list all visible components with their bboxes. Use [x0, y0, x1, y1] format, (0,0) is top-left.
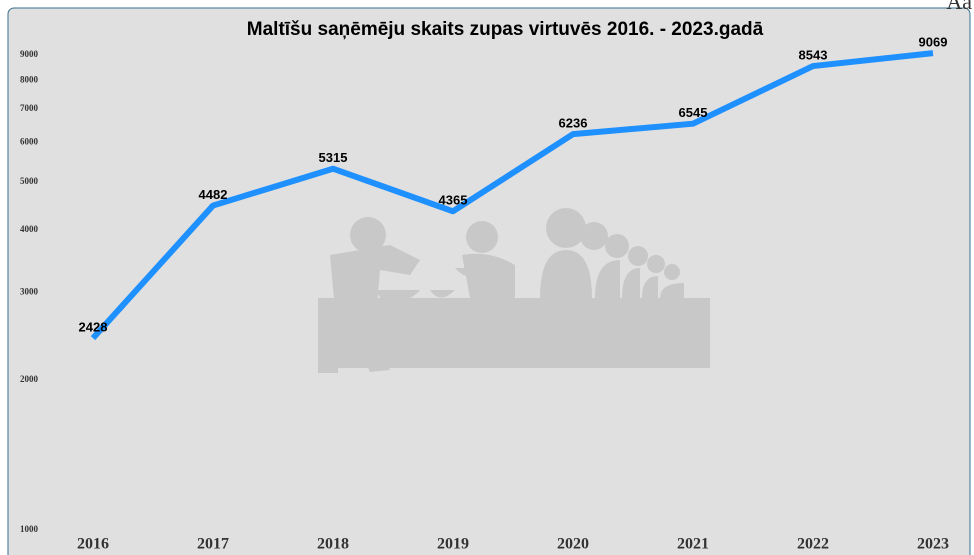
- data-label: 2428: [79, 320, 108, 335]
- chart: Aa Maltīšu saņēmēju skaits zupas virtuvē…: [0, 0, 974, 555]
- data-label: 8543: [799, 47, 828, 62]
- y-tick-label: 1000: [20, 524, 39, 534]
- data-label: 4482: [199, 187, 228, 202]
- x-tick-label: 2020: [557, 536, 589, 553]
- data-label: 6545: [679, 105, 708, 120]
- y-tick-label: 6000: [20, 137, 39, 147]
- y-tick-label: 3000: [20, 286, 39, 296]
- x-tick-label: 2021: [677, 536, 709, 553]
- y-tick-label: 9000: [20, 49, 39, 59]
- chart-title: Maltīšu saņēmēju skaits zupas virtuvēs 2…: [247, 19, 764, 40]
- data-label: 9069: [919, 35, 948, 50]
- y-tick-label: 4000: [20, 224, 39, 234]
- corner-text: Aa: [946, 0, 972, 14]
- y-tick-label: 5000: [20, 176, 39, 186]
- x-tick-label: 2016: [77, 536, 109, 553]
- y-tick-label: 7000: [20, 103, 39, 113]
- x-tick-label: 2018: [317, 536, 349, 553]
- data-label: 6236: [559, 116, 588, 131]
- x-tick-label: 2019: [437, 536, 469, 553]
- data-label: 4365: [439, 193, 468, 208]
- y-tick-label: 8000: [20, 74, 39, 84]
- x-tick-label: 2017: [197, 536, 229, 553]
- x-tick-label: 2023: [917, 536, 949, 553]
- x-tick-label: 2022: [797, 536, 829, 553]
- y-tick-label: 2000: [20, 374, 39, 384]
- data-label: 5315: [319, 150, 348, 165]
